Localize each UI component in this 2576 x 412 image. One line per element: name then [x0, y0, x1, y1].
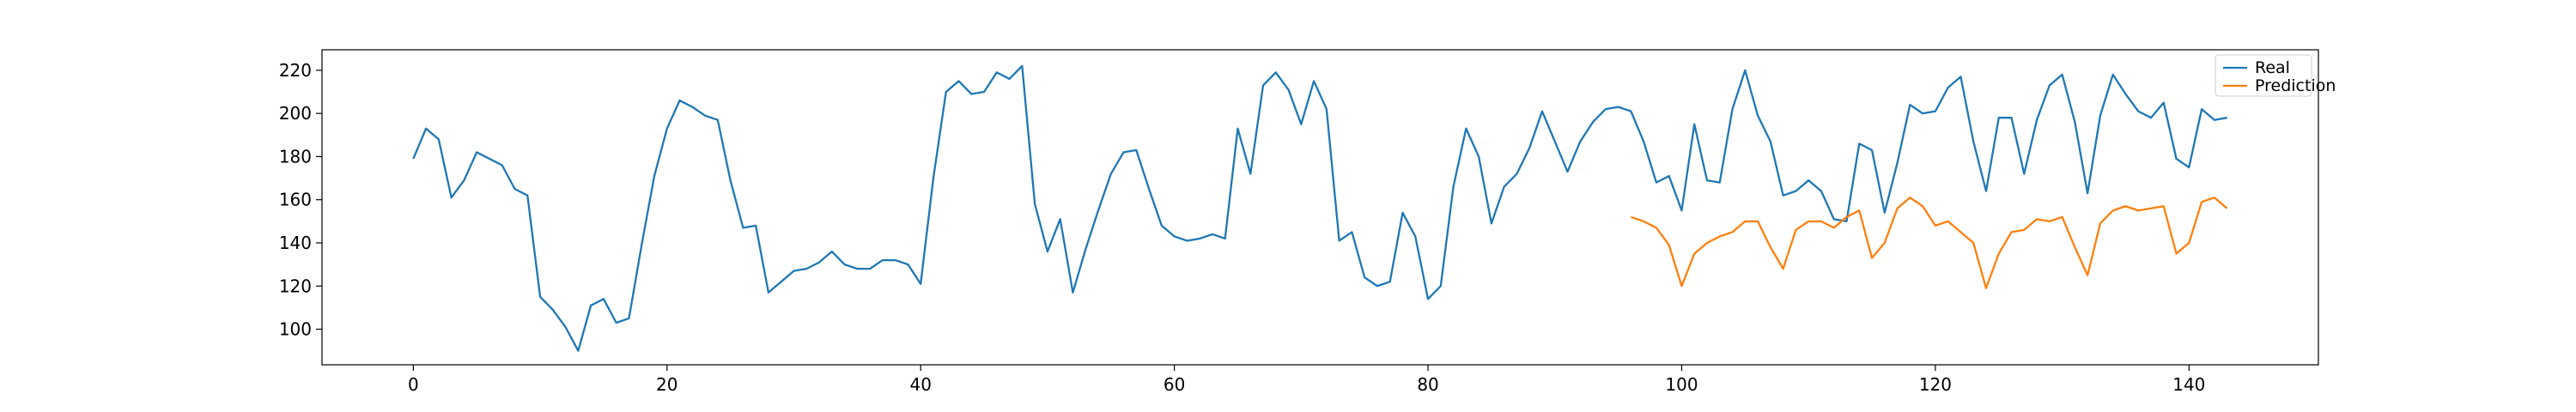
- x-tick-label: 0: [408, 374, 419, 395]
- legend-label-real: Real: [2255, 58, 2290, 77]
- x-tick-label: 140: [2172, 374, 2205, 395]
- y-tick-label: 200: [279, 103, 312, 124]
- x-tick-label: 20: [656, 374, 677, 395]
- y-tick-label: 140: [279, 233, 312, 253]
- plot-frame: [321, 49, 2319, 366]
- x-tick-label: 100: [1665, 374, 1698, 395]
- plot-area: [412, 64, 2228, 352]
- axes: 0 20 40 60 80 100 120 140 100 120 140 160 180 200 220: [279, 49, 2319, 395]
- y-tick-label: 120: [279, 276, 312, 296]
- legend-label-prediction: Prediction: [2255, 76, 2336, 95]
- y-tick-label: 100: [279, 319, 312, 340]
- x-tick-label: 40: [909, 374, 931, 395]
- series-line-prediction: [1631, 197, 2228, 289]
- x-tick-label: 120: [1919, 374, 1952, 395]
- y-tick-label: 160: [279, 190, 312, 210]
- x-tick-label: 80: [1417, 374, 1438, 395]
- series-line-real: [412, 64, 2227, 352]
- y-tick-label: 220: [279, 60, 312, 81]
- x-tick-label: 60: [1163, 374, 1185, 395]
- y-tick-label: 180: [279, 146, 312, 167]
